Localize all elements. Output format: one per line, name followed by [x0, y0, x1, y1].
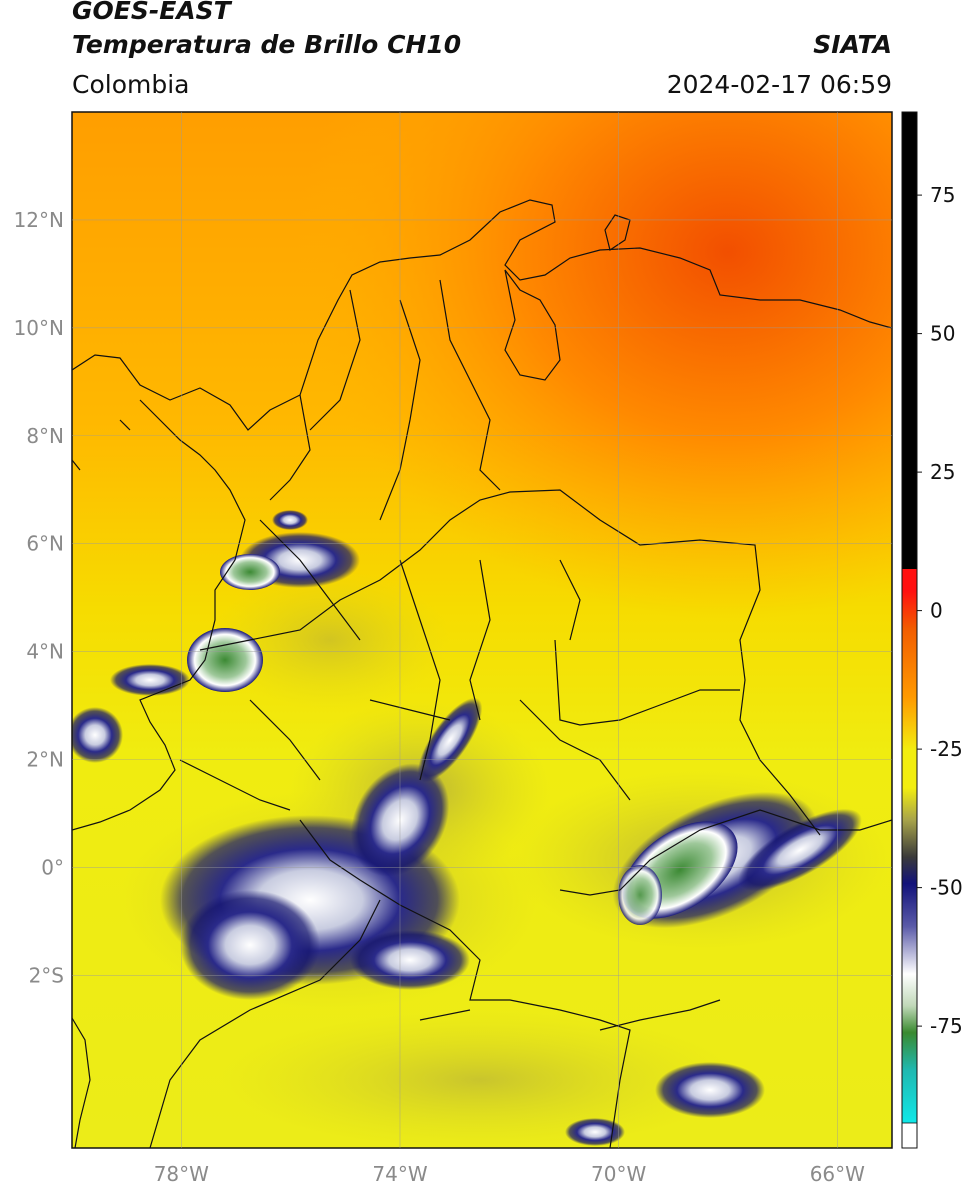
colorbar-tick-label: 25	[930, 460, 955, 484]
timestamp-label: 2024-02-17 06:59	[666, 70, 892, 99]
lat-tick-label: 10°N	[14, 316, 64, 340]
map-frame	[71, 111, 893, 1149]
region-label: Colombia	[72, 70, 190, 99]
colorbar-tick-label: -25	[930, 737, 963, 761]
colorbar-black-band	[902, 112, 917, 569]
coastlines-and-borders	[72, 199, 892, 1148]
lat-tick-label: 12°N	[14, 208, 64, 232]
lat-tick-label: 6°N	[26, 532, 64, 556]
lat-tick-label: 2°S	[29, 963, 64, 987]
lat-tick-label: 0°	[41, 855, 64, 879]
satellite-image	[72, 112, 892, 1148]
colorbar: 75 50 25 0 -25 -50 -75	[901, 111, 963, 1149]
graticule	[72, 112, 892, 1148]
colorbar-ticks: 75 50 25 0 -25 -50 -75	[917, 183, 963, 1038]
lat-tick-label: 2°N	[26, 748, 64, 772]
colorbar-tick-label: 0	[930, 599, 943, 623]
colorbar-tick-label: 75	[930, 183, 955, 207]
longitude-labels: 78°W 74°W 70°W 66°W	[154, 1162, 865, 1186]
lon-tick-label: 66°W	[810, 1162, 865, 1186]
lat-tick-label: 4°N	[26, 640, 64, 664]
colorbar-tick-label: -75	[930, 1014, 963, 1038]
colorbar-white-band	[901, 1122, 918, 1149]
agency-label: SIATA	[813, 30, 892, 59]
lon-tick-label: 74°W	[372, 1162, 427, 1186]
lat-tick-label: 8°N	[26, 424, 64, 448]
colorbar-tick-label: -50	[930, 876, 963, 900]
latitude-labels: 12°N 10°N 8°N 6°N 4°N 2°N 0° 2°S	[14, 208, 64, 987]
colorbar-frame	[901, 111, 918, 1149]
colorbar-gradient	[902, 591, 917, 1123]
lon-tick-label: 70°W	[591, 1162, 646, 1186]
colorbar-tick-label: 50	[930, 322, 955, 346]
product-title: Temperatura de Brillo CH10	[72, 30, 462, 59]
satellite-title: GOES-EAST	[72, 0, 231, 25]
lon-tick-label: 78°W	[154, 1162, 209, 1186]
colorbar-red-band	[902, 569, 917, 591]
